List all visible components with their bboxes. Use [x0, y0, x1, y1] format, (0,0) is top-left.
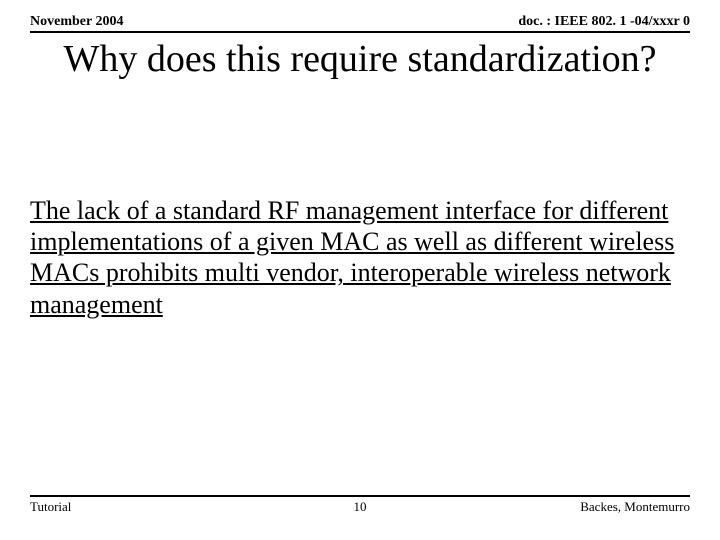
slide-footer: Tutorial 10 Backes, Montemurro [30, 495, 690, 515]
slide-body-text: The lack of a standard RF management int… [30, 195, 690, 320]
header-doc-id: doc. : IEEE 802. 1 -04/xxxr 0 [518, 14, 690, 30]
footer-page-number: 10 [250, 499, 470, 515]
header-date: November 2004 [30, 14, 123, 30]
footer-authors: Backes, Montemurro [470, 499, 690, 515]
footer-left: Tutorial [30, 499, 250, 515]
slide-title: Why does this require standardization? [30, 38, 690, 82]
slide-header: November 2004 doc. : IEEE 802. 1 -04/xxx… [30, 14, 690, 33]
